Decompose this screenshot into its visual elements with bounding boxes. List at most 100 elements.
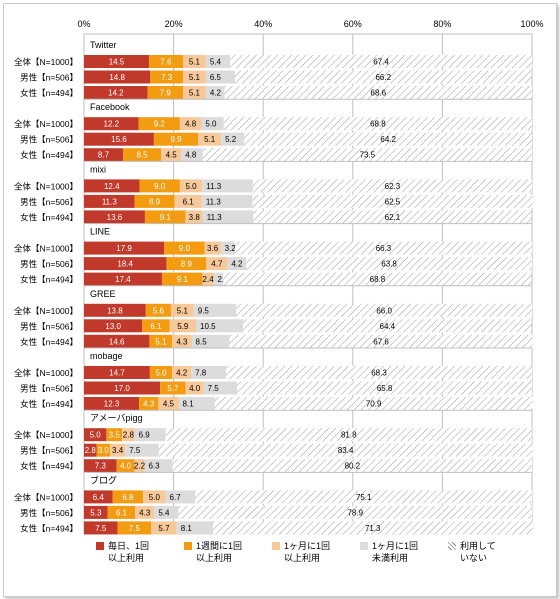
- group-0: Twitter 全体【N=1000】 14.5 7.6 5.1 5.4 67.4 男性【n=5…: [14, 40, 532, 99]
- legend-label: 毎日、1回 以上利用: [108, 541, 150, 563]
- row-label: 男性【n=506】: [20, 197, 78, 207]
- group-4: GREE 全体【N=1000】 13.8 5.6 5.1 9.5 66.0 男性【n=506】…: [14, 285, 533, 348]
- data-label: 5.9: [177, 322, 189, 331]
- data-label: 8.9: [181, 260, 193, 269]
- x-tick-labels: 0% 20% 40% 60% 80% 100%: [77, 19, 543, 29]
- bar-segment: [164, 241, 205, 255]
- data-label: 62.1: [385, 213, 401, 222]
- bar-segment: [169, 319, 196, 333]
- bar-segment: [252, 194, 533, 208]
- bar-segment: [84, 428, 107, 442]
- data-label: 62.5: [385, 197, 401, 206]
- bar-segment: [149, 334, 173, 348]
- bar-segment: [176, 521, 214, 535]
- data-label: 7.5: [129, 446, 141, 455]
- data-label: 4.7: [211, 260, 223, 269]
- bar-segment: [145, 303, 171, 317]
- bar-segment: [161, 272, 203, 286]
- data-label: 68.8: [370, 275, 386, 284]
- bar-segment: [198, 132, 222, 146]
- row-label: 全体【N=1000】: [14, 57, 78, 67]
- bar-segment: [147, 86, 184, 99]
- bar-segment: [84, 443, 97, 457]
- data-label: 14.7: [109, 369, 125, 378]
- data-label: 6.1: [116, 508, 128, 517]
- bar-segment: [223, 117, 532, 131]
- x-tick-label: 20%: [165, 19, 183, 29]
- group-title: GREE: [90, 289, 116, 299]
- bar-segment: [191, 334, 230, 348]
- data-label: 14.5: [109, 58, 125, 67]
- data-label: 8.1: [181, 524, 193, 533]
- group-title: LINE: [90, 227, 110, 237]
- data-label: 5.1: [155, 337, 167, 346]
- row-label: 全体【N=1000】: [14, 306, 78, 316]
- data-label: 11.3: [206, 197, 222, 206]
- legend-swatch: [360, 542, 368, 550]
- bar-segment: [84, 70, 151, 84]
- data-label: 2.8: [85, 446, 97, 455]
- data-label: 4.3: [143, 400, 155, 409]
- bar-segment: [154, 505, 179, 519]
- data-label: 3.2: [225, 244, 237, 253]
- group-title: ブログ: [90, 474, 117, 485]
- bar-segment: [143, 490, 166, 504]
- data-label: 62.3: [385, 182, 401, 191]
- bar-segment: [185, 210, 203, 224]
- bar-segment: [224, 86, 532, 99]
- data-label: 7.5: [95, 524, 107, 533]
- row-label: 全体【N=1000】: [14, 181, 78, 191]
- row-label: 女性【n=494】: [20, 337, 78, 347]
- data-label: 2.2: [217, 275, 229, 284]
- bar-segment: [112, 490, 144, 504]
- bar-segment: [84, 366, 150, 379]
- data-label: 7.3: [161, 73, 173, 82]
- bar-segment: [122, 148, 162, 162]
- group-title: mixi: [90, 164, 106, 174]
- bar-segment: [202, 148, 532, 162]
- bar-segment: [161, 148, 182, 162]
- bar-segment: [84, 86, 148, 99]
- bar-segment: [84, 521, 118, 535]
- bar-segment: [195, 490, 532, 504]
- x-tick-label: 0%: [77, 19, 90, 29]
- bar-segment: [178, 397, 215, 410]
- bar-segment: [244, 132, 532, 146]
- data-label: 4.5: [166, 151, 178, 160]
- data-label: 5.7: [158, 524, 170, 533]
- data-label: 4.3: [139, 508, 151, 517]
- bar-segment: [84, 148, 123, 162]
- x-tick-label: 80%: [433, 19, 451, 29]
- x-tick-label: 100%: [520, 19, 543, 29]
- bar-segment: [158, 397, 179, 410]
- bar-segment: [220, 241, 235, 255]
- bar-segment: [84, 381, 161, 395]
- data-label: 9.5: [198, 306, 210, 315]
- bar-segment: [183, 86, 206, 99]
- data-label: 5.2: [225, 135, 237, 144]
- bar-segment: [139, 397, 159, 410]
- bar-segment: [202, 210, 254, 224]
- bar-segment: [84, 210, 145, 224]
- bar-segment: [185, 381, 204, 395]
- bar-segment: [165, 428, 532, 442]
- data-label: 4.0: [189, 384, 201, 393]
- bar-segment: [84, 194, 135, 208]
- data-label: 66.0: [376, 306, 392, 315]
- bar-segment: [84, 132, 154, 146]
- data-label: 17.9: [116, 244, 132, 253]
- bar-segment: [84, 272, 162, 286]
- bar-segment: [153, 132, 199, 146]
- data-label: 17.4: [115, 275, 131, 284]
- data-label: 6.4: [93, 493, 105, 502]
- row-label: 男性【n=506】: [20, 446, 78, 456]
- data-label: 81.8: [341, 431, 357, 440]
- groups: Twitter 全体【N=1000】 14.5 7.6 5.1 5.4 67.4 男性【n=5…: [14, 40, 533, 535]
- row-label: 男性【n=506】: [20, 384, 78, 394]
- x-tick-label: 40%: [254, 19, 272, 29]
- legend-swatch: [96, 542, 104, 550]
- bar-segment: [172, 366, 192, 379]
- bar-segment: [246, 257, 532, 271]
